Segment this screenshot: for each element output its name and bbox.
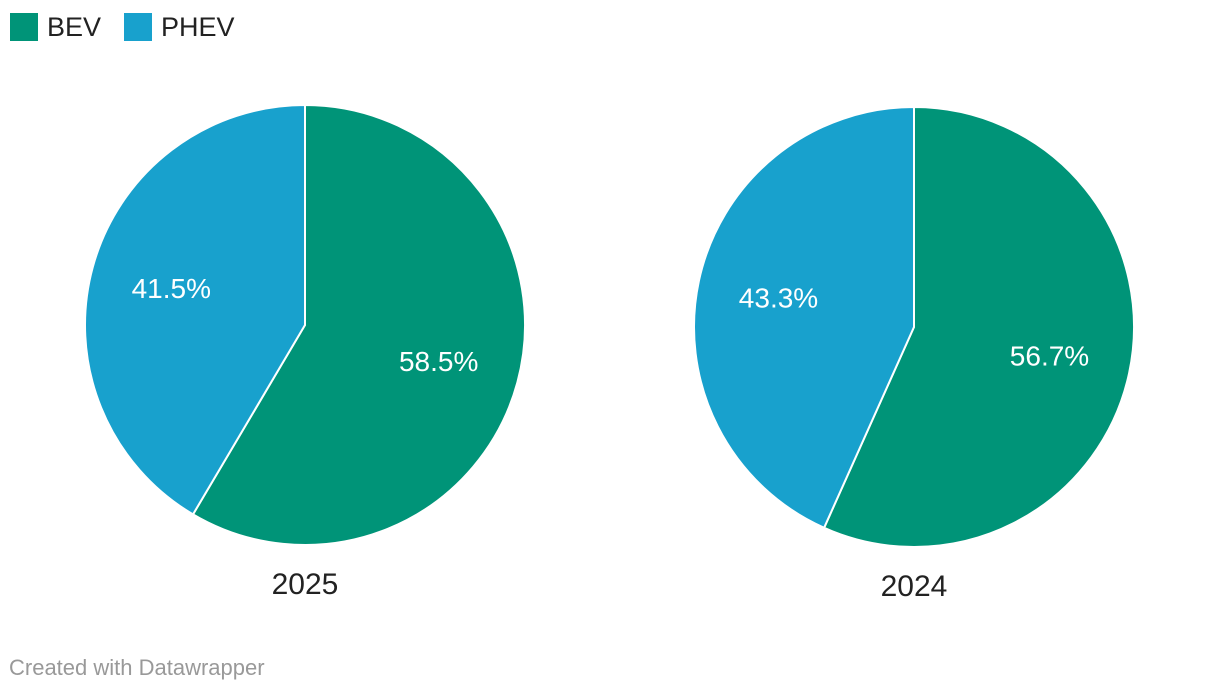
- legend-swatch-phev-icon: [124, 13, 153, 41]
- pie-figure-2025: 58.5% 41.5% 2025: [84, 104, 526, 602]
- legend-swatch-bev-icon: [10, 13, 38, 41]
- pie-slice-label-phev-2024: 43.3%: [739, 283, 818, 314]
- datawrapper-attribution-link[interactable]: Created with Datawrapper: [9, 655, 265, 680]
- pie-slice-phev-2025: [84, 104, 306, 516]
- legend-label-bev: BEV: [47, 12, 102, 42]
- pie-slice-label-phev-2025: 41.5%: [132, 273, 211, 304]
- legend-item-bev: BEV: [10, 13, 101, 41]
- pie-figure-2024: 56.7% 43.3% 2024: [693, 106, 1135, 604]
- pie-slice-label-bev-2024: 56.7%: [1010, 341, 1089, 372]
- pie-slice-label-bev-2025: 58.5%: [399, 346, 478, 377]
- pie-slice-bev-2024: [823, 106, 1135, 548]
- pie-slice-bev-2025: [192, 104, 526, 546]
- pie-chart-2025: 58.5% 41.5%: [84, 104, 526, 546]
- legend-item-phev: PHEV: [124, 13, 235, 41]
- pie-chart-2024: 56.7% 43.3%: [693, 106, 1135, 548]
- pie-slice-phev-2024: [693, 106, 915, 529]
- pie-title-2024: 2024: [880, 570, 948, 603]
- legend: BEV PHEV: [10, 13, 235, 41]
- pie-title-2025: 2025: [271, 568, 339, 601]
- legend-label-phev: PHEV: [161, 12, 235, 42]
